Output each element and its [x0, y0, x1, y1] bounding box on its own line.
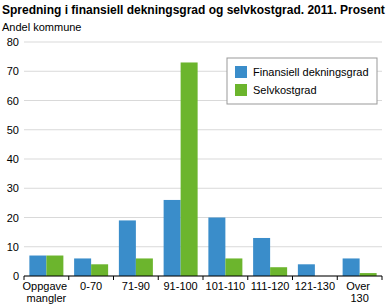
legend-label: Finansiell dekningsgrad: [253, 66, 369, 78]
legend: [227, 58, 377, 104]
bar: [343, 258, 360, 276]
x-tick: [113, 276, 114, 280]
y-axis-label: Andel kommune: [2, 21, 82, 33]
grid-line: [24, 42, 382, 43]
x-tick: [68, 276, 69, 280]
x-tick-label: Oppgave mangler: [23, 280, 71, 304]
y-tick-label: 0: [13, 270, 19, 282]
bar: [208, 218, 225, 277]
y-tick-label: 50: [7, 124, 19, 136]
x-tick-label: 71-90: [122, 280, 150, 292]
bar: [46, 256, 63, 276]
bar: [136, 258, 153, 276]
grid-line: [24, 217, 382, 218]
grid-line: [24, 188, 382, 189]
chart-container: Spredning i finansiell dekningsgrad og s…: [0, 0, 387, 305]
bar: [91, 264, 108, 276]
x-tick-label: 91-100: [163, 280, 197, 292]
bar: [119, 220, 136, 276]
bar: [29, 256, 46, 276]
legend-swatch: [235, 66, 247, 78]
x-tick: [292, 276, 293, 280]
y-tick-label: 40: [7, 153, 19, 165]
x-tick: [247, 276, 248, 280]
bar: [74, 258, 91, 276]
y-tick-label: 80: [7, 36, 19, 48]
bar: [298, 264, 315, 276]
grid-line: [24, 129, 382, 130]
bar: [253, 238, 270, 276]
title: Spredning i finansiell dekningsgrad og s…: [2, 3, 385, 17]
legend-swatch: [235, 84, 247, 96]
grid-line: [24, 246, 382, 247]
y-tick-label: 10: [7, 241, 19, 253]
y-tick-label: 30: [7, 182, 19, 194]
grid-line: [24, 159, 382, 160]
x-tick-label: 111-120: [251, 280, 290, 292]
x-tick-label: 101-110: [206, 280, 246, 292]
y-tick-label: 70: [7, 65, 19, 77]
x-tick-label: 0-70: [80, 280, 102, 292]
x-tick: [158, 276, 159, 280]
x-tick: [337, 276, 338, 280]
bar: [270, 267, 287, 276]
y-tick-label: 20: [7, 212, 19, 224]
legend-label: Selvkostgrad: [253, 84, 317, 96]
x-tick: [382, 276, 383, 280]
bar: [181, 62, 198, 276]
x-tick: [203, 276, 204, 280]
y-tick-label: 60: [7, 95, 19, 107]
chart: Spredning i finansiell dekningsgrad og s…: [0, 0, 387, 305]
bar: [164, 200, 181, 276]
x-tick-label: Over 130: [346, 280, 373, 304]
x-tick-label: 121-130: [295, 280, 335, 292]
bar: [225, 258, 242, 276]
